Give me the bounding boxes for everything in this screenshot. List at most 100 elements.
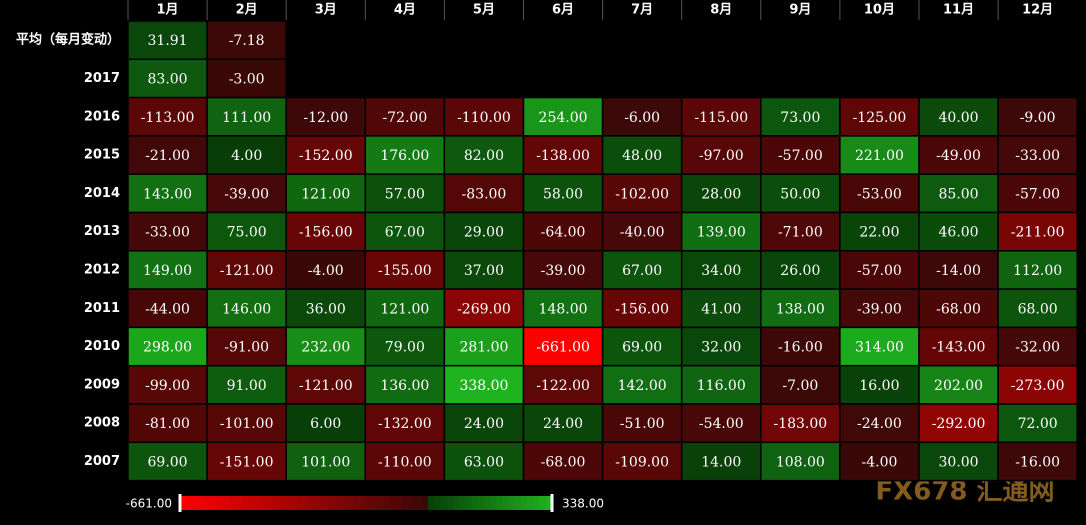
- colorbar-segment: [198, 496, 206, 510]
- colorbar-segment: [446, 496, 454, 510]
- heatmap-cell: [839, 211, 920, 252]
- cell-label: 28.00: [701, 186, 741, 202]
- cell-label: -57.00: [778, 148, 823, 164]
- cell-label: 72.00: [1018, 416, 1058, 432]
- colorbar-segment: [186, 496, 193, 510]
- heatmap-cell: [997, 173, 1078, 214]
- row-label: 2013: [84, 224, 120, 239]
- cell-label: -57.00: [1015, 186, 1060, 202]
- cell-label: -156.00: [299, 225, 353, 241]
- cell-label: 75.00: [227, 225, 267, 241]
- heatmap-cell: [601, 364, 683, 405]
- cell-label: -44.00: [145, 301, 190, 317]
- cell-label: -21.00: [145, 148, 190, 164]
- row-label: 2008: [84, 416, 120, 431]
- cell-label: -83.00: [462, 186, 507, 202]
- heatmap-cell: [522, 441, 604, 482]
- cell-label: -32.00: [1015, 340, 1060, 356]
- heatmap-cell: [285, 441, 367, 482]
- heatmap-cell: [522, 288, 604, 329]
- colorbar-segment: [211, 496, 218, 510]
- cell-label: 254.00: [539, 110, 588, 126]
- heatmap-cell: [364, 211, 446, 252]
- cell-label: -54.00: [699, 416, 744, 432]
- cell-label: 58.00: [543, 186, 583, 202]
- colorbar-segment: [235, 496, 243, 510]
- colorbar-segment: [366, 496, 373, 510]
- heatmap-cell: [522, 96, 604, 137]
- heatmap-cell: [680, 403, 762, 444]
- colorbar-segment: [415, 496, 423, 510]
- heatmap-cell: [839, 326, 920, 367]
- column-label: 12月: [1022, 3, 1053, 18]
- colorbar-segment: [285, 496, 293, 510]
- column-label: 7月: [631, 3, 653, 18]
- cell-label: -40.00: [620, 225, 665, 241]
- colorbar-segment: [545, 496, 553, 510]
- cell-label: 112.00: [1013, 263, 1062, 279]
- heatmap-cell: [918, 135, 999, 175]
- row-label: 2010: [84, 339, 120, 354]
- cell-label: -49.00: [936, 148, 981, 164]
- row-label: 2017: [84, 71, 120, 86]
- colorbar-segment: [372, 496, 379, 510]
- cell-label: -292.00: [932, 416, 986, 432]
- column-label: 8月: [710, 3, 732, 18]
- cell-label: 108.00: [776, 454, 825, 470]
- heatmap-cell: [364, 288, 446, 329]
- cell-label: -183.00: [773, 416, 827, 432]
- heatmap-cell: [680, 364, 762, 405]
- heatmap-cell: [918, 96, 999, 137]
- cell-label: 37.00: [464, 263, 504, 279]
- cell-label: -81.00: [145, 416, 190, 432]
- heatmap-cell: [601, 326, 683, 367]
- colorbar-segment: [452, 496, 460, 510]
- heatmap-cell: [127, 135, 208, 175]
- colorbar-segment: [533, 496, 541, 510]
- colorbar-segment: [359, 496, 367, 510]
- cell-label: 176.00: [380, 148, 429, 164]
- colorbar-segment: [508, 496, 516, 510]
- cell-label: 41.00: [701, 301, 741, 317]
- heatmap-cell: [839, 135, 920, 175]
- cell-label: 85.00: [939, 186, 979, 202]
- cell-label: -9.00: [1020, 110, 1056, 126]
- cell-label: -110.00: [457, 110, 511, 126]
- colorbar-segment: [242, 496, 249, 510]
- heatmap-cell: [443, 250, 525, 290]
- cell-label: 143.00: [143, 186, 192, 202]
- colorbar-segment: [539, 496, 547, 510]
- cell-label: -7.18: [229, 33, 265, 49]
- heatmap-cell: [285, 173, 367, 214]
- cell-label: 298.00: [143, 340, 192, 356]
- cell-label: 69.00: [622, 340, 662, 356]
- heatmap-cell: [760, 364, 841, 405]
- cell-label: 314.00: [855, 340, 904, 356]
- cell-label: 32.00: [701, 340, 741, 356]
- colorbar-segment: [353, 496, 361, 510]
- cell-label: -71.00: [778, 225, 823, 241]
- cell-label: -121.00: [220, 263, 274, 279]
- heatmap-cell: [522, 403, 604, 444]
- row-label: 平均（每月变动）: [16, 32, 120, 48]
- cell-label: -122.00: [536, 378, 590, 394]
- colorbar-segment: [483, 496, 491, 510]
- colorbar-segment: [502, 496, 510, 510]
- cell-label: -33.00: [145, 225, 190, 241]
- colorbar-segment: [291, 496, 299, 510]
- heatmap-cell: [839, 173, 920, 214]
- colorbar-segment: [279, 496, 286, 510]
- cell-label: -121.00: [299, 378, 353, 394]
- colorbar-segment: [490, 496, 497, 510]
- cell-label: -16.00: [1015, 454, 1060, 470]
- cell-label: 79.00: [385, 340, 425, 356]
- column-label: 3月: [315, 3, 337, 18]
- colorbar-segment: [409, 496, 417, 510]
- cell-label: -143.00: [932, 340, 986, 356]
- colorbar-segment: [434, 496, 441, 510]
- cell-label: -97.00: [699, 148, 744, 164]
- colorbar-segment: [403, 496, 410, 510]
- heatmap-cell: [997, 211, 1078, 252]
- heatmap-cell: [760, 288, 841, 329]
- heatmap-cell: [760, 403, 841, 444]
